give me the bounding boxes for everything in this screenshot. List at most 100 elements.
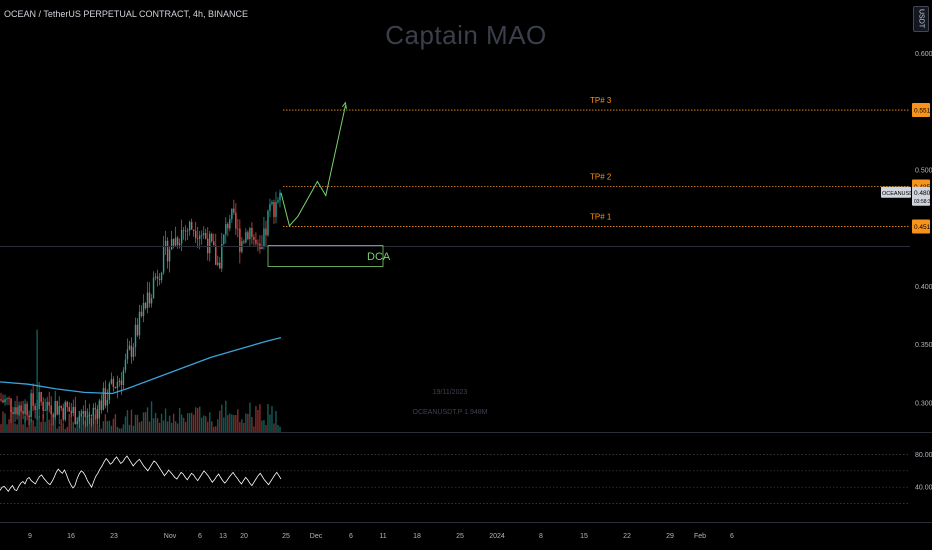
candle-body (112, 379, 115, 387)
volume-bar (2, 411, 4, 432)
volume-bar (74, 427, 76, 432)
candle-body (58, 405, 60, 415)
volume-bar (34, 426, 36, 432)
candle-body (104, 388, 107, 406)
candle-body (44, 409, 46, 411)
candle-body (6, 398, 8, 400)
time-axis-label: 18 (413, 533, 421, 540)
volume-bar (227, 415, 229, 432)
moving-average-line (0, 336, 282, 395)
volume-bar (30, 419, 32, 432)
volume-bar (164, 408, 167, 432)
volume-bar (251, 416, 253, 432)
volume-bar (82, 415, 84, 432)
target-price-badge (912, 103, 930, 118)
candle-body (110, 379, 113, 384)
volume-bar (199, 406, 201, 432)
volume-bar (158, 422, 161, 432)
volume-bar (96, 409, 99, 432)
volume-bar (178, 408, 181, 432)
volume-bar (182, 417, 185, 432)
candle-body (176, 237, 179, 245)
volume-bar (6, 424, 8, 432)
candle-body (56, 401, 58, 415)
volume-bar (190, 412, 193, 432)
time-axis-label: Dec (310, 533, 323, 540)
candle-body (98, 400, 101, 419)
volume-bar (102, 421, 105, 432)
volume-bar (84, 420, 87, 432)
time-axis-label: Feb (694, 533, 706, 540)
candle-body (188, 221, 191, 231)
volume-bar (108, 420, 111, 432)
time-axis-label: 23 (110, 533, 118, 540)
volume-bar (162, 420, 165, 432)
volume-bar (48, 419, 50, 432)
candle-body (249, 227, 251, 240)
candle-body (38, 392, 40, 410)
volume-bar (231, 414, 233, 432)
volume-bar (116, 426, 119, 432)
volume-bar (184, 421, 187, 432)
candle-body (30, 393, 32, 418)
rsi-pane (0, 454, 910, 504)
candle-body (197, 238, 199, 239)
candle-body (245, 232, 247, 243)
volume-bar (114, 414, 117, 432)
volume-bar (160, 413, 163, 432)
volume-bar (136, 414, 139, 432)
candle-body (192, 229, 195, 232)
candle-body (0, 399, 2, 401)
candle-body (122, 370, 125, 385)
candle-body (235, 212, 237, 229)
volume-bar (229, 413, 231, 432)
volume-bar (176, 423, 179, 432)
volume-bar (66, 426, 68, 432)
volume-bar (120, 428, 123, 432)
candle-body (120, 380, 123, 385)
candle-body (100, 400, 103, 410)
volume-bar (186, 413, 189, 432)
projection-arrowhead (342, 101, 347, 109)
candle-body (102, 388, 105, 410)
candle-body (168, 249, 171, 262)
dca-zone (267, 245, 384, 267)
volume-bar (223, 417, 225, 432)
time-axis-label: 13 (219, 533, 227, 540)
target-price-text: 0.5513 (914, 108, 932, 115)
time-axis-label: 20 (240, 533, 248, 540)
candle-body (140, 311, 143, 317)
candle-body (138, 311, 141, 336)
volume-bar (54, 412, 56, 432)
volume-bar (110, 425, 113, 432)
candle-body (275, 202, 277, 217)
candle-body (265, 228, 267, 236)
volume-bar (104, 414, 107, 432)
volume-bar (215, 426, 217, 432)
volume-bar (174, 421, 177, 432)
candle-body (156, 276, 159, 279)
candle-body (217, 262, 219, 265)
candle-body (273, 202, 275, 217)
volume-bar (271, 405, 273, 432)
candle-body (205, 233, 207, 239)
projection-path (280, 105, 346, 227)
volume-bar (42, 414, 44, 432)
candle-body (237, 228, 239, 230)
candle-body (94, 407, 97, 410)
currency-button[interactable]: USDT (913, 6, 929, 32)
candle-body (22, 411, 24, 414)
candle-body (2, 400, 4, 403)
time-axis-label: 9 (28, 533, 32, 540)
time-axis-label: 11 (379, 533, 386, 540)
rsi-axis-label: 80.00 (915, 452, 932, 459)
volume-bar (245, 413, 247, 432)
candle-body (213, 241, 215, 246)
candle-body (150, 298, 153, 304)
target-label: TP# 1 (590, 212, 612, 221)
candle-body (14, 407, 16, 415)
candle-body (267, 210, 269, 236)
